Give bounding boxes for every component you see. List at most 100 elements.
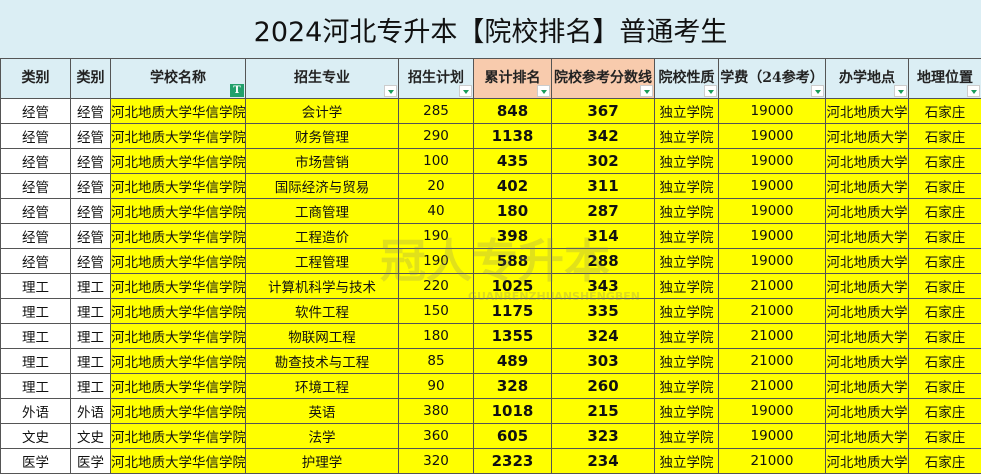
cell-school-name[interactable]: 河北地质大学华信学院 <box>110 448 246 474</box>
cell-school-name[interactable]: 河北地质大学华信学院 <box>110 323 246 349</box>
filter-dropdown-icon[interactable] <box>704 85 717 97</box>
cell-campus-location[interactable]: 河北地质大学 <box>825 98 909 124</box>
cell-cumulative-rank[interactable]: 1175 <box>473 298 552 324</box>
cell-enroll-plan[interactable]: 90 <box>398 373 474 399</box>
cell-geo-location[interactable]: 石家庄 <box>908 448 981 474</box>
cell-category-2[interactable]: 经管 <box>70 148 111 174</box>
cell-category-2[interactable]: 理工 <box>70 298 111 324</box>
cell-enroll-plan[interactable]: 380 <box>398 398 474 424</box>
cell-enroll-plan[interactable]: 360 <box>398 423 474 449</box>
cell-school-name[interactable]: 河北地质大学华信学院 <box>110 123 246 149</box>
cell-category[interactable]: 外语 <box>0 398 71 424</box>
cell-reference-score[interactable]: 287 <box>551 198 655 224</box>
cell-category-2[interactable]: 文史 <box>70 423 111 449</box>
cell-major[interactable]: 法学 <box>245 423 399 449</box>
cell-category[interactable]: 经管 <box>0 173 71 199</box>
cell-major[interactable]: 工商管理 <box>245 198 399 224</box>
cell-major[interactable]: 英语 <box>245 398 399 424</box>
cell-cumulative-rank[interactable]: 1018 <box>473 398 552 424</box>
cell-enroll-plan[interactable]: 150 <box>398 298 474 324</box>
cell-geo-location[interactable]: 石家庄 <box>908 373 981 399</box>
cell-campus-location[interactable]: 河北地质大学 <box>825 148 909 174</box>
cell-category[interactable]: 理工 <box>0 323 71 349</box>
cell-tuition[interactable]: 21000 <box>718 298 826 324</box>
cell-reference-score[interactable]: 311 <box>551 173 655 199</box>
cell-cumulative-rank[interactable]: 1138 <box>473 123 552 149</box>
cell-category[interactable]: 经管 <box>0 223 71 249</box>
cell-school-type[interactable]: 独立学院 <box>654 148 719 174</box>
cell-cumulative-rank[interactable]: 398 <box>473 223 552 249</box>
cell-tuition[interactable]: 21000 <box>718 323 826 349</box>
cell-enroll-plan[interactable]: 190 <box>398 248 474 274</box>
cell-category[interactable]: 经管 <box>0 123 71 149</box>
cell-major[interactable]: 护理学 <box>245 448 399 474</box>
cell-school-type[interactable]: 独立学院 <box>654 98 719 124</box>
cell-tuition[interactable]: 19000 <box>718 148 826 174</box>
cell-campus-location[interactable]: 河北地质大学 <box>825 298 909 324</box>
cell-cumulative-rank[interactable]: 180 <box>473 198 552 224</box>
cell-enroll-plan[interactable]: 85 <box>398 348 474 374</box>
cell-campus-location[interactable]: 河北地质大学 <box>825 398 909 424</box>
cell-enroll-plan[interactable]: 285 <box>398 98 474 124</box>
cell-category-2[interactable]: 经管 <box>70 198 111 224</box>
cell-tuition[interactable]: 19000 <box>718 423 826 449</box>
cell-category-2[interactable]: 经管 <box>70 173 111 199</box>
cell-geo-location[interactable]: 石家庄 <box>908 298 981 324</box>
filter-dropdown-icon[interactable] <box>894 85 907 97</box>
cell-major[interactable]: 软件工程 <box>245 298 399 324</box>
cell-major[interactable]: 市场营销 <box>245 148 399 174</box>
cell-school-name[interactable]: 河北地质大学华信学院 <box>110 98 246 124</box>
cell-major[interactable]: 勘查技术与工程 <box>245 348 399 374</box>
cell-school-type[interactable]: 独立学院 <box>654 298 719 324</box>
cell-category-2[interactable]: 理工 <box>70 348 111 374</box>
cell-school-type[interactable]: 独立学院 <box>654 273 719 299</box>
cell-school-name[interactable]: 河北地质大学华信学院 <box>110 423 246 449</box>
cell-enroll-plan[interactable]: 20 <box>398 173 474 199</box>
cell-category[interactable]: 经管 <box>0 148 71 174</box>
cell-cumulative-rank[interactable]: 489 <box>473 348 552 374</box>
cell-category[interactable]: 理工 <box>0 298 71 324</box>
cell-tuition[interactable]: 21000 <box>718 448 826 474</box>
cell-school-type[interactable]: 独立学院 <box>654 248 719 274</box>
cell-tuition[interactable]: 19000 <box>718 98 826 124</box>
cell-campus-location[interactable]: 河北地质大学 <box>825 448 909 474</box>
cell-category[interactable]: 文史 <box>0 423 71 449</box>
cell-geo-location[interactable]: 石家庄 <box>908 223 981 249</box>
cell-tuition[interactable]: 19000 <box>718 198 826 224</box>
cell-major[interactable]: 环境工程 <box>245 373 399 399</box>
cell-campus-location[interactable]: 河北地质大学 <box>825 373 909 399</box>
cell-major[interactable]: 国际经济与贸易 <box>245 173 399 199</box>
cell-cumulative-rank[interactable]: 1025 <box>473 273 552 299</box>
cell-tuition[interactable]: 19000 <box>718 173 826 199</box>
cell-campus-location[interactable]: 河北地质大学 <box>825 273 909 299</box>
cell-category-2[interactable]: 医学 <box>70 448 111 474</box>
cell-enroll-plan[interactable]: 220 <box>398 273 474 299</box>
cell-geo-location[interactable]: 石家庄 <box>908 198 981 224</box>
filter-active-icon[interactable]: T <box>230 84 244 97</box>
cell-school-type[interactable]: 独立学院 <box>654 398 719 424</box>
cell-school-name[interactable]: 河北地质大学华信学院 <box>110 398 246 424</box>
cell-school-type[interactable]: 独立学院 <box>654 423 719 449</box>
cell-major[interactable]: 财务管理 <box>245 123 399 149</box>
cell-school-name[interactable]: 河北地质大学华信学院 <box>110 173 246 199</box>
cell-school-type[interactable]: 独立学院 <box>654 123 719 149</box>
cell-major[interactable]: 计算机科学与技术 <box>245 273 399 299</box>
filter-dropdown-icon[interactable] <box>384 85 397 97</box>
cell-reference-score[interactable]: 323 <box>551 423 655 449</box>
cell-campus-location[interactable]: 河北地质大学 <box>825 323 909 349</box>
filter-dropdown-icon[interactable] <box>811 85 824 97</box>
cell-major[interactable]: 物联网工程 <box>245 323 399 349</box>
cell-tuition[interactable]: 21000 <box>718 348 826 374</box>
cell-geo-location[interactable]: 石家庄 <box>908 123 981 149</box>
cell-category-2[interactable]: 理工 <box>70 373 111 399</box>
cell-tuition[interactable]: 19000 <box>718 398 826 424</box>
cell-reference-score[interactable]: 342 <box>551 123 655 149</box>
cell-campus-location[interactable]: 河北地质大学 <box>825 123 909 149</box>
cell-major[interactable]: 会计学 <box>245 98 399 124</box>
cell-category-2[interactable]: 理工 <box>70 273 111 299</box>
cell-category-2[interactable]: 理工 <box>70 323 111 349</box>
cell-reference-score[interactable]: 215 <box>551 398 655 424</box>
cell-geo-location[interactable]: 石家庄 <box>908 323 981 349</box>
cell-school-name[interactable]: 河北地质大学华信学院 <box>110 348 246 374</box>
cell-cumulative-rank[interactable]: 328 <box>473 373 552 399</box>
